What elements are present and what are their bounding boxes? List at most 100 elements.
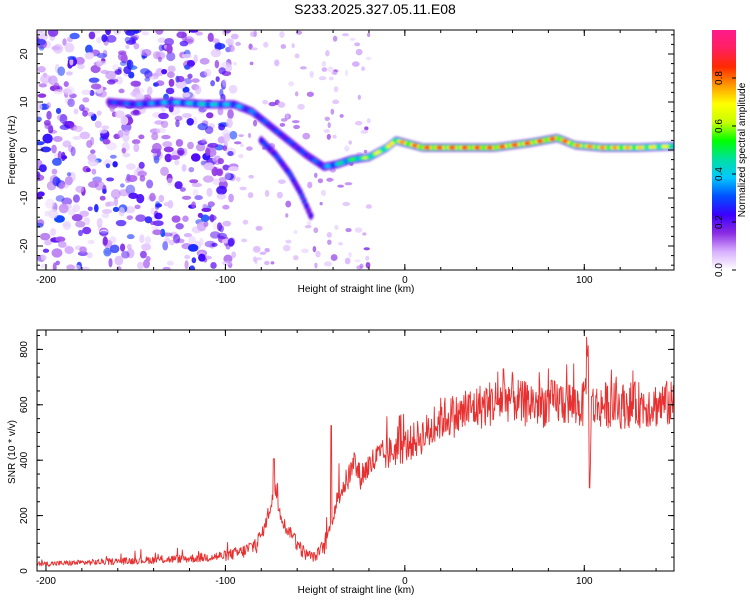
noise-speckle xyxy=(239,143,244,148)
noise-speckle xyxy=(69,32,80,40)
noise-speckle xyxy=(333,86,339,93)
noise-speckle xyxy=(114,255,124,266)
noise-speckle xyxy=(325,49,330,57)
noise-speckle xyxy=(227,109,234,120)
noise-speckle xyxy=(181,195,192,200)
noise-speckle xyxy=(71,213,83,222)
noise-speckle xyxy=(151,132,159,141)
noise-speckle xyxy=(105,70,117,80)
noise-speckle xyxy=(365,56,372,61)
noise-speckle xyxy=(67,55,77,61)
noise-speckle xyxy=(228,193,234,203)
noise-speckle xyxy=(361,66,365,71)
noise-speckle xyxy=(62,38,67,46)
noise-speckle xyxy=(150,220,156,226)
noise-speckle xyxy=(55,195,65,202)
noise-speckle xyxy=(108,258,113,268)
snr-xtick-label: -200 xyxy=(36,576,56,587)
noise-speckle xyxy=(276,191,283,199)
snr-panel: -200 -100 0 100 0 200 400 600 800 Height of stra… xyxy=(7,329,675,596)
noise-speckle xyxy=(58,241,67,248)
noise-speckle xyxy=(252,256,258,263)
noise-speckle xyxy=(98,129,108,134)
noise-speckle xyxy=(318,76,327,81)
noise-speckle xyxy=(205,147,211,156)
noise-speckle xyxy=(126,163,136,171)
snr-xtick-label: 0 xyxy=(402,576,408,587)
noise-speckle xyxy=(351,61,360,67)
noise-speckle xyxy=(321,189,326,197)
noise-speckle xyxy=(279,122,286,127)
noise-speckle xyxy=(263,41,269,48)
noise-speckle xyxy=(181,53,192,59)
noise-speckle xyxy=(130,80,142,87)
spectrogram-ytick-label: 20 xyxy=(19,48,30,60)
noise-speckle xyxy=(126,234,135,240)
noise-speckle xyxy=(348,251,352,258)
noise-speckle xyxy=(75,185,85,193)
secondary-ridge-segment xyxy=(290,178,297,183)
noise-speckle xyxy=(161,134,171,140)
noise-speckle xyxy=(218,67,226,75)
noise-speckle xyxy=(206,112,214,119)
noise-speckle xyxy=(270,261,275,265)
noise-speckle xyxy=(167,65,176,73)
noise-speckle xyxy=(338,242,343,246)
noise-speckle xyxy=(327,239,332,245)
noise-speckle xyxy=(42,248,50,253)
noise-speckle xyxy=(334,224,339,230)
noise-speckle xyxy=(362,232,367,236)
noise-speckle xyxy=(59,124,71,130)
noise-speckle xyxy=(201,207,212,212)
noise-speckle xyxy=(195,31,203,36)
noise-speckle xyxy=(216,193,226,200)
noise-speckle xyxy=(74,56,85,65)
noise-speckle xyxy=(194,85,202,95)
noise-speckle xyxy=(70,146,76,157)
noise-speckle xyxy=(208,214,217,221)
noise-speckle xyxy=(195,143,206,152)
noise-speckle xyxy=(113,196,119,207)
noise-speckle xyxy=(96,52,108,59)
colorbar-tick-label: 0.6 xyxy=(714,119,725,133)
noise-speckle xyxy=(306,91,314,97)
noise-speckle xyxy=(264,248,270,253)
noise-speckle xyxy=(367,32,371,38)
noise-speckle xyxy=(120,116,129,126)
noise-speckle xyxy=(179,187,186,192)
noise-speckle xyxy=(47,124,54,132)
noise-speckle xyxy=(222,78,227,87)
noise-speckle xyxy=(214,168,223,176)
noise-speckle xyxy=(219,88,224,97)
noise-speckle xyxy=(365,261,371,269)
noise-speckle xyxy=(359,263,364,269)
noise-speckle xyxy=(233,141,242,145)
snr-ytick-label: 600 xyxy=(19,396,30,413)
noise-speckle xyxy=(166,51,176,62)
noise-speckle xyxy=(37,141,45,146)
noise-speckle xyxy=(96,110,102,116)
colorbar-ticks: 0.0 0.2 0.4 0.6 0.8 xyxy=(714,71,736,277)
noise-speckle xyxy=(114,68,122,75)
noise-speckle xyxy=(66,264,76,270)
noise-speckle xyxy=(210,48,222,58)
noise-speckle xyxy=(46,102,51,109)
noise-speckle xyxy=(223,133,231,143)
noise-speckle xyxy=(43,119,51,126)
noise-speckle xyxy=(344,257,351,265)
noise-speckle xyxy=(264,260,270,266)
noise-speckle xyxy=(155,30,164,35)
noise-speckle xyxy=(304,224,312,229)
noise-speckle xyxy=(307,181,313,189)
noise-speckle xyxy=(115,76,123,85)
noise-speckle xyxy=(291,43,295,49)
noise-speckle xyxy=(247,132,252,138)
noise-speckle xyxy=(327,66,334,73)
noise-speckle xyxy=(67,98,75,108)
noise-speckle xyxy=(222,145,228,151)
noise-speckle xyxy=(189,179,199,184)
noise-speckle xyxy=(264,189,270,197)
noise-speckle xyxy=(217,136,226,144)
spectrogram-ytick-label: 0 xyxy=(19,147,30,153)
